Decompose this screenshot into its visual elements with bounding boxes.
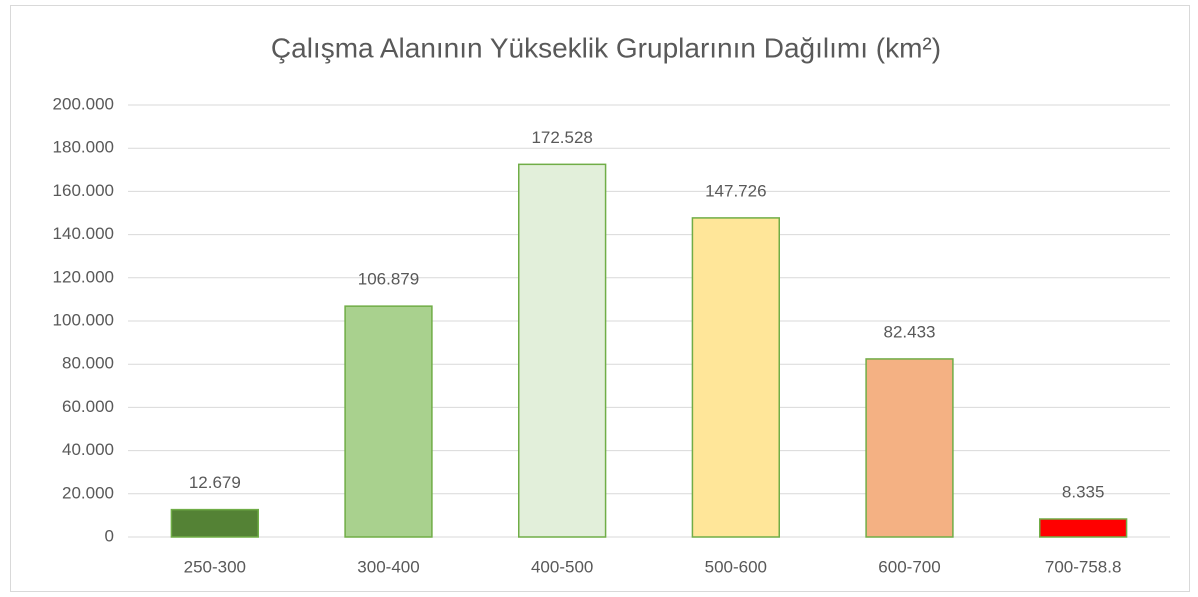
bar	[170, 508, 260, 538]
y-tick-label: 100.000	[53, 310, 114, 329]
y-tick-label: 120.000	[53, 267, 114, 286]
y-tick-label: 200.000	[53, 94, 114, 113]
y-tick-label: 80.000	[62, 354, 114, 373]
x-tick-label: 600-700	[878, 557, 940, 576]
x-tick-label: 500-600	[705, 557, 767, 576]
data-label: 106.879	[358, 270, 419, 289]
x-tick-label: 300-400	[357, 557, 419, 576]
bar	[344, 305, 433, 538]
data-label: 82.433	[884, 322, 936, 341]
y-tick-label: 20.000	[62, 483, 114, 502]
chart-title: Çalışma Alanının Yükseklik Gruplarının D…	[271, 32, 941, 63]
y-tick-label: 40.000	[62, 440, 114, 459]
x-tick-label: 700-758.8	[1045, 557, 1122, 576]
data-label: 147.726	[705, 181, 766, 200]
bar	[518, 163, 607, 538]
bar	[1039, 518, 1128, 538]
bar	[865, 358, 954, 538]
y-tick-label: 0	[105, 526, 114, 545]
y-tick-label: 160.000	[53, 181, 114, 200]
data-label: 12.679	[189, 473, 241, 492]
y-tick-label: 180.000	[53, 138, 114, 157]
data-label: 8.335	[1062, 482, 1105, 501]
data-label: 172.528	[531, 128, 592, 147]
y-tick-label: 140.000	[53, 224, 114, 243]
x-tick-label: 400-500	[531, 557, 593, 576]
bar	[691, 217, 781, 538]
y-tick-label: 60.000	[62, 397, 114, 416]
x-tick-label: 250-300	[184, 557, 246, 576]
